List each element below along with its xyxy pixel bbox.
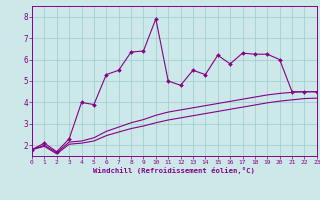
X-axis label: Windchill (Refroidissement éolien,°C): Windchill (Refroidissement éolien,°C) [93,167,255,174]
